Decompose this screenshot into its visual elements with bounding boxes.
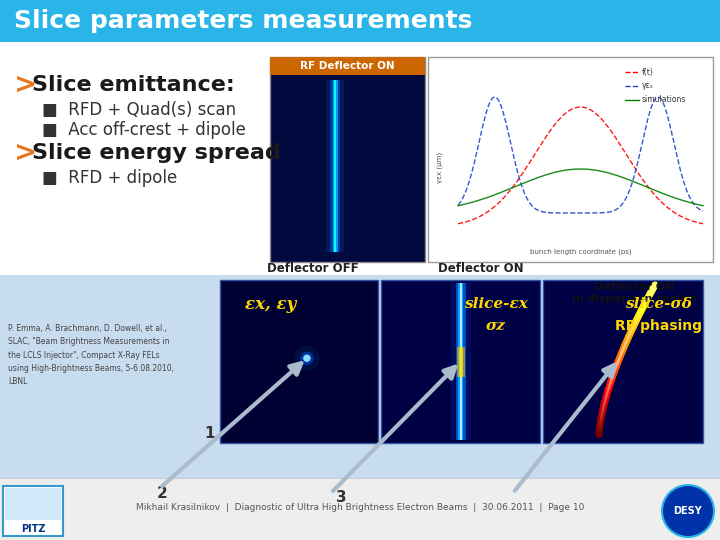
Ellipse shape [301,352,313,365]
FancyBboxPatch shape [334,80,336,252]
Text: RF phasing: RF phasing [615,319,702,333]
Text: Deflector ON: Deflector ON [438,261,524,274]
FancyBboxPatch shape [270,57,425,75]
FancyBboxPatch shape [0,0,720,42]
FancyBboxPatch shape [458,283,463,440]
FancyBboxPatch shape [381,280,540,443]
Text: Deflector OFF: Deflector OFF [267,261,359,274]
FancyBboxPatch shape [3,486,63,536]
FancyBboxPatch shape [456,347,464,377]
Text: simulations: simulations [642,96,686,105]
Text: Mikhail Krasilnikov  |  Diagnostic of Ultra High Brightness Electron Beams  |  3: Mikhail Krasilnikov | Diagnostic of Ultr… [136,503,584,512]
Text: εx, εy: εx, εy [245,296,296,313]
Text: slice-εx: slice-εx [464,298,528,312]
Text: f(t): f(t) [642,68,654,77]
FancyBboxPatch shape [451,283,470,440]
FancyBboxPatch shape [456,283,466,440]
Text: >: > [14,71,37,99]
FancyBboxPatch shape [543,280,703,443]
Text: γεx (μm): γεx (μm) [437,151,444,183]
FancyBboxPatch shape [5,488,61,520]
Text: 3: 3 [336,490,346,505]
FancyBboxPatch shape [270,57,425,262]
FancyBboxPatch shape [0,42,720,275]
Text: P. Emma, A. Brachmann, D. Dowell, et al.,
SLAC, "Beam Brightness Measurements in: P. Emma, A. Brachmann, D. Dowell, et al.… [8,324,174,386]
Text: ■  RFD + dipole: ■ RFD + dipole [42,169,177,187]
FancyBboxPatch shape [459,283,462,440]
Ellipse shape [662,485,714,537]
Text: Deflector ON
in dispersion region: Deflector ON in dispersion region [572,282,696,303]
Text: Slice energy spread: Slice energy spread [32,143,281,163]
Text: >: > [14,139,37,167]
FancyBboxPatch shape [333,80,338,252]
FancyBboxPatch shape [326,80,344,252]
Ellipse shape [295,346,319,370]
Text: bunch length coordinate (ps): bunch length coordinate (ps) [530,249,631,255]
Text: γεₓ: γεₓ [642,82,654,91]
Text: 1: 1 [204,426,215,441]
Ellipse shape [304,355,310,361]
FancyBboxPatch shape [0,275,720,478]
Text: RF Deflector ON: RF Deflector ON [300,61,395,71]
Text: σz: σz [485,319,505,333]
FancyBboxPatch shape [330,80,340,252]
Text: 2: 2 [157,485,168,501]
Text: DESY: DESY [674,506,703,516]
FancyBboxPatch shape [0,478,720,540]
Text: Slice emittance:: Slice emittance: [32,75,235,95]
Text: PITZ: PITZ [21,524,45,534]
Text: ■  RFD + Quad(s) scan: ■ RFD + Quad(s) scan [42,101,236,119]
Text: Slice parameters measurements: Slice parameters measurements [14,9,472,33]
Text: slice-σδ: slice-σδ [625,298,692,312]
FancyBboxPatch shape [428,57,713,262]
FancyBboxPatch shape [220,280,378,443]
Text: ■  Acc off-crest + dipole: ■ Acc off-crest + dipole [42,121,246,139]
FancyBboxPatch shape [459,347,462,377]
